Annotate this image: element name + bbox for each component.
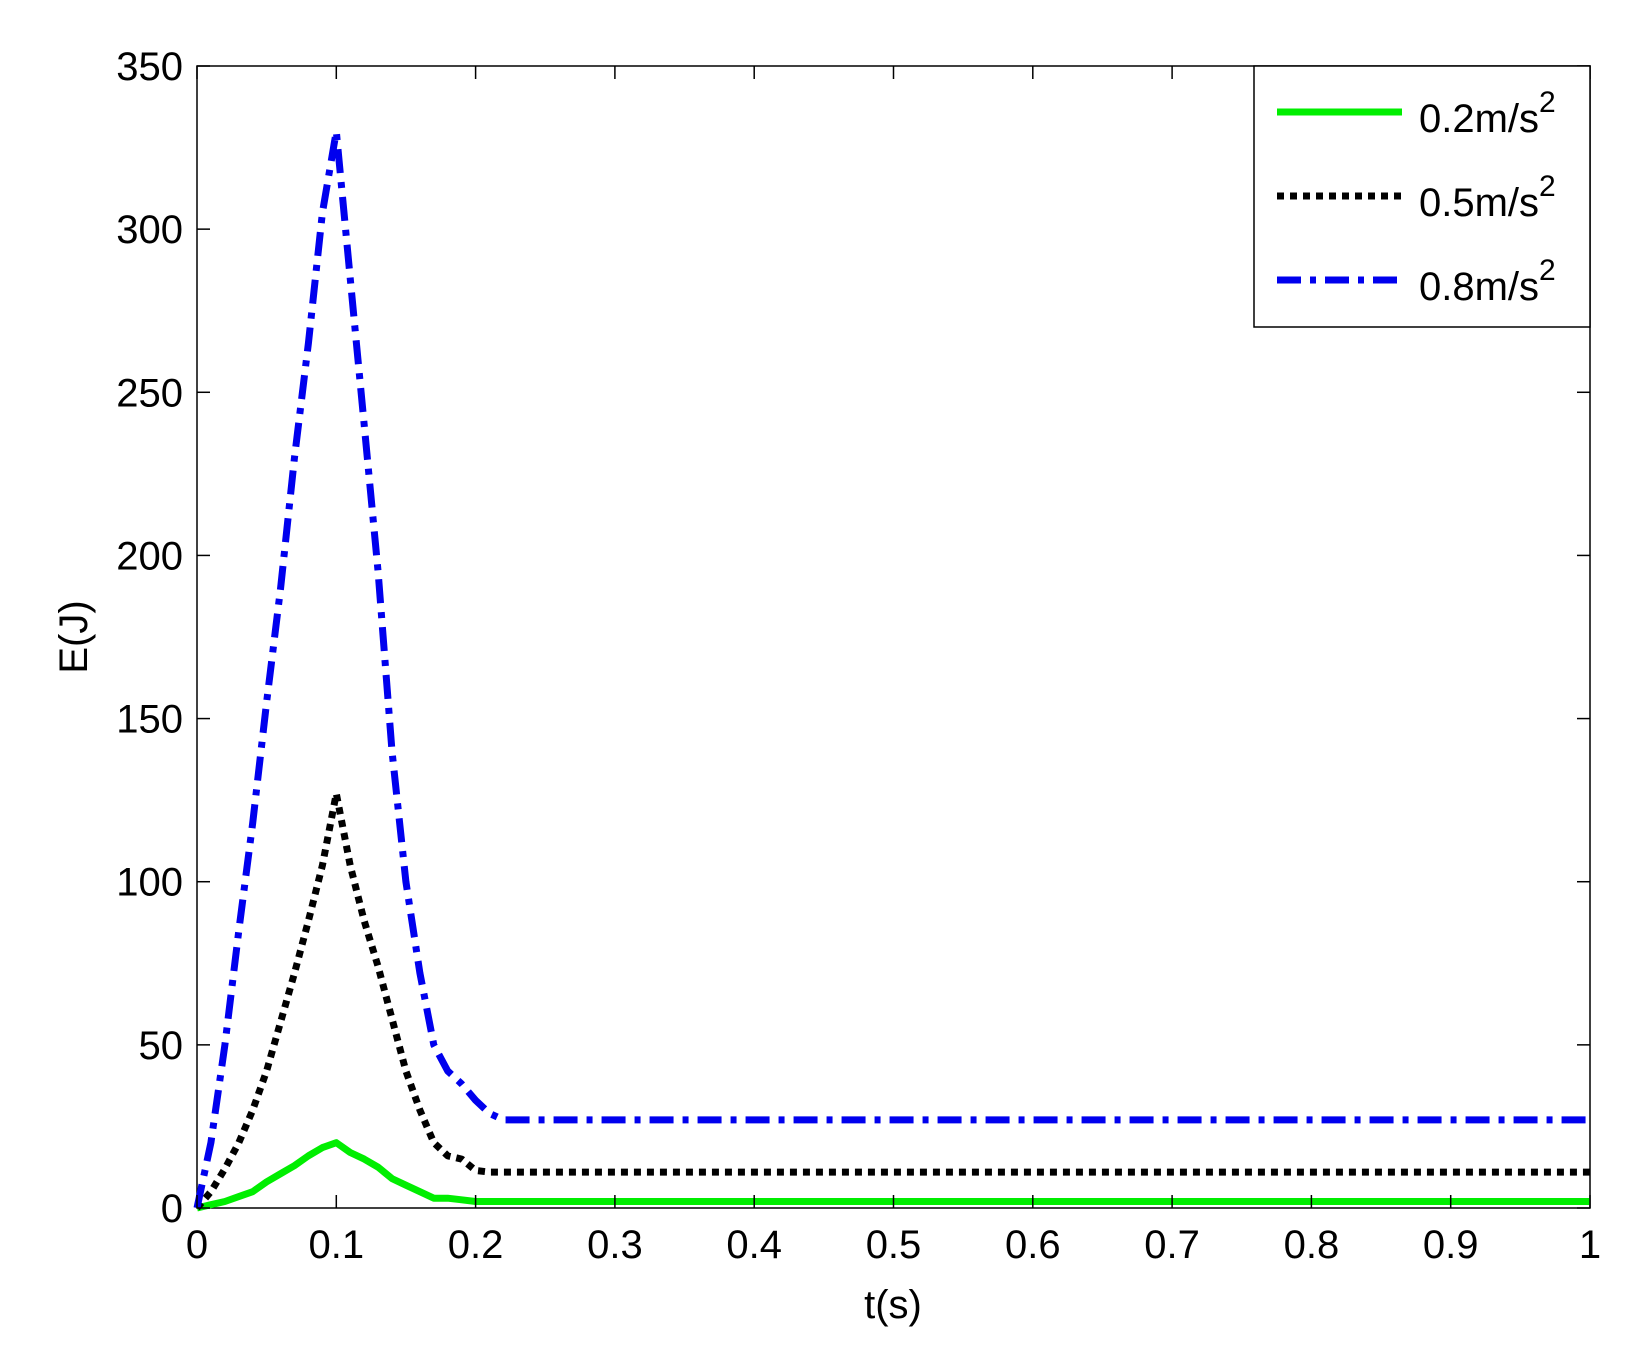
series-layer [193, 127, 1590, 1212]
y-tick-label: 250 [116, 371, 183, 415]
x-axis-label: t(s) [864, 1283, 922, 1327]
y-tick-label: 300 [116, 208, 183, 252]
x-tick-label: 0.8 [1284, 1223, 1340, 1267]
y-tick-label: 100 [116, 861, 183, 905]
x-tick-label: 0.5 [866, 1223, 922, 1267]
x-tick-label: 0.3 [587, 1223, 643, 1267]
legend-label-3: 0.8m/s2 [1419, 254, 1556, 309]
y-tick-label: 200 [116, 534, 183, 578]
y-tick-label: 350 [116, 45, 183, 89]
legend-label-text: 0.2m/s [1419, 97, 1539, 141]
legend-label-2: 0.5m/s2 [1419, 170, 1556, 225]
x-tick-label: 0.7 [1144, 1223, 1200, 1267]
x-tick-label: 0 [186, 1223, 208, 1267]
series-line-3 [193, 127, 1590, 1209]
legend-label-superscript: 2 [1539, 86, 1556, 119]
y-tick-label: 0 [161, 1187, 183, 1231]
x-tick-label: 0.2 [448, 1223, 504, 1267]
legend-label-superscript: 2 [1539, 254, 1556, 287]
legend: 0.2m/s20.5m/s20.8m/s2 [1253, 65, 1591, 328]
x-tick-label: 0.4 [726, 1223, 782, 1267]
legend-label-text: 0.8m/s [1419, 265, 1539, 309]
x-tick-label: 0.1 [308, 1223, 364, 1267]
series-line-1 [196, 1139, 1590, 1212]
legend-label-superscript: 2 [1539, 170, 1556, 203]
y-axis-label: E(J) [52, 600, 96, 673]
legend-label-text: 0.5m/s [1419, 181, 1539, 225]
x-tick-label: 0.9 [1423, 1223, 1479, 1267]
legend-label-1: 0.2m/s2 [1419, 86, 1556, 141]
x-tick-label: 0.6 [1005, 1223, 1061, 1267]
x-tick-label: 1 [1579, 1223, 1601, 1267]
y-tick-label: 150 [116, 698, 183, 742]
y-tick-label: 50 [139, 1024, 184, 1068]
tick-layer: 0 0.1 0.2 0.3 0.4 0.5 0.6 0.7 0.8 0.9 105010015020… [116, 45, 1601, 1267]
